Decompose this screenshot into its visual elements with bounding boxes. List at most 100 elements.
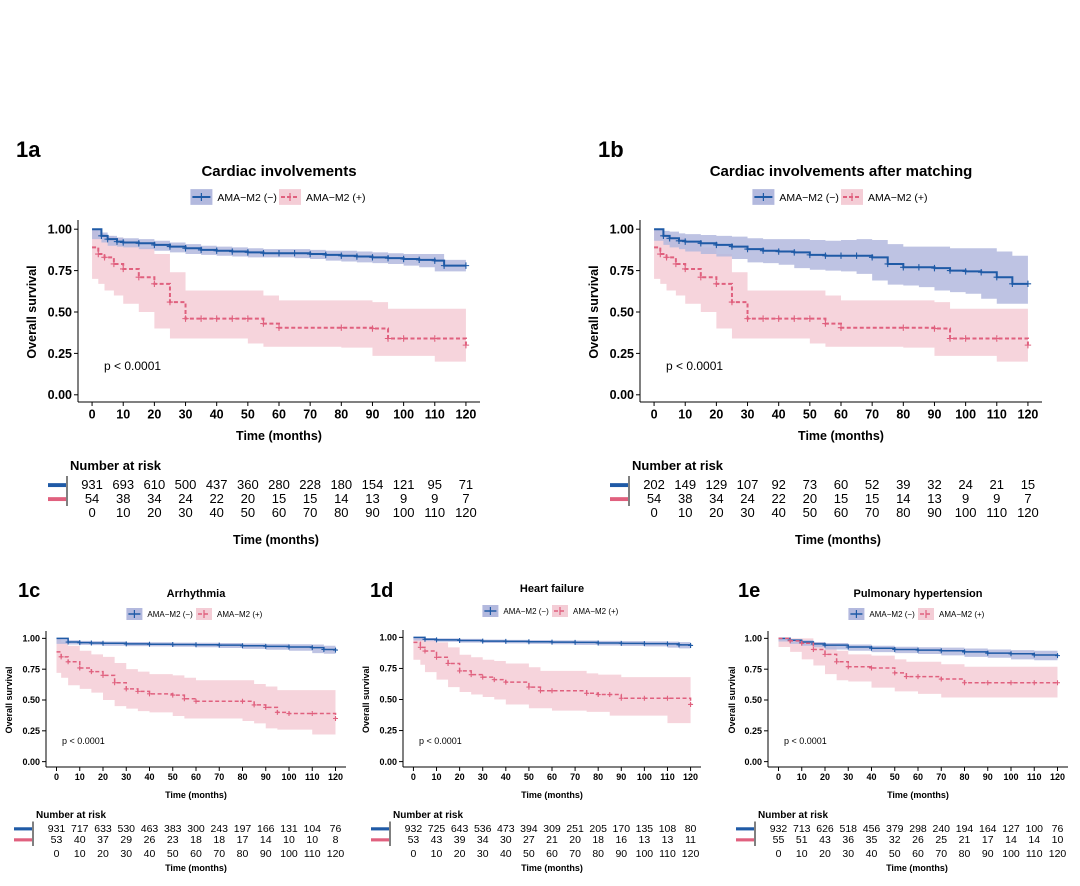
risk-x-tick-label: 120 (682, 848, 700, 860)
risk-x-tick-label: 20 (709, 505, 723, 520)
risk-value-neg: 127 (1002, 823, 1020, 835)
risk-value-neg: 530 (117, 823, 135, 835)
censor-mark-pos (274, 709, 280, 715)
risk-value-pos: 15 (865, 491, 879, 506)
censor-mark-neg (946, 267, 954, 274)
censor-mark-neg (286, 644, 292, 650)
censor-mark-pos (713, 280, 720, 288)
censor-mark-pos (166, 298, 174, 306)
y-tick-label: 0.00 (744, 757, 762, 767)
risk-x-tick-label: 100 (636, 848, 654, 860)
censor-mark-neg (229, 248, 236, 255)
censor-mark-pos (101, 254, 108, 261)
legend-label-neg: AMA−M2 (−) (779, 192, 839, 204)
censor-mark-pos (1031, 680, 1037, 686)
censor-mark-pos (672, 260, 680, 268)
censor-mark-neg (676, 642, 682, 648)
censor-mark-pos (900, 324, 907, 331)
censor-mark-pos (759, 315, 767, 322)
censor-mark-neg (457, 638, 463, 644)
risk-x-tick-label: 70 (303, 505, 317, 520)
risk-x-tick-label: 90 (615, 848, 627, 860)
censor-mark-pos (1008, 680, 1014, 686)
risk-value-neg: 39 (896, 477, 910, 492)
censor-mark-pos (480, 674, 486, 680)
censor-mark-neg (353, 253, 361, 260)
x-tick-label: 50 (803, 408, 817, 422)
risk-x-tick-label: 90 (982, 848, 994, 860)
risk-value-pos: 10 (1052, 834, 1064, 846)
x-tick-label: 120 (456, 408, 477, 422)
x-tick-label: 90 (983, 772, 993, 782)
censor-mark-neg (938, 648, 944, 654)
panel-label: 1d (370, 580, 393, 602)
risk-value-neg: 32 (927, 477, 941, 492)
x-tick-label: 10 (116, 408, 130, 422)
censor-mark-pos (791, 315, 798, 322)
risk-x-tick-label: 100 (955, 505, 977, 520)
risk-x-tick-label: 120 (1049, 848, 1067, 860)
x-tick-label: 90 (928, 408, 942, 422)
risk-value-neg: 71 (459, 477, 473, 492)
censor-mark-pos (457, 668, 463, 674)
censor-mark-pos (58, 654, 64, 660)
p-value: p < 0.0001 (419, 736, 462, 746)
y-tick-label: 0.75 (48, 264, 72, 278)
censor-mark-neg (572, 639, 578, 645)
risk-value-pos: 7 (462, 491, 469, 506)
censor-mark-pos (123, 686, 129, 692)
censor-mark-pos (434, 654, 440, 660)
risk-value-pos: 11 (685, 834, 696, 846)
censor-mark-neg (1024, 280, 1032, 288)
p-value: p < 0.0001 (104, 359, 161, 373)
risk-value-neg: 932 (405, 823, 423, 835)
risk-x-tick-label: 60 (912, 848, 924, 860)
x-tick-label: 50 (890, 772, 900, 782)
risk-value-pos: 9 (962, 491, 969, 506)
censor-mark-pos (931, 325, 938, 332)
risk-value-pos: 24 (740, 491, 754, 506)
censor-mark-neg (900, 264, 907, 271)
legend-label-neg: AMA−M2 (−) (503, 607, 549, 616)
censor-mark-neg (113, 238, 121, 245)
y-tick-label: 0.50 (22, 695, 40, 705)
x-tick-label: 80 (896, 408, 910, 422)
censor-mark-pos (584, 690, 590, 696)
censor-mark-pos (837, 324, 845, 331)
risk-value-neg: 228 (299, 477, 321, 492)
censor-mark-pos (260, 320, 267, 327)
risk-x-tick-label: 30 (120, 848, 132, 860)
legend-label-pos: AMA−M2 (+) (306, 192, 366, 204)
censor-mark-neg (434, 637, 440, 643)
y-tick-label: 1.00 (744, 634, 762, 644)
censor-mark-neg (120, 239, 127, 246)
censor-mark-pos (286, 711, 292, 717)
x-axis-label: Time (months) (165, 790, 227, 800)
risk-value-neg: 164 (979, 823, 997, 835)
risk-x-tick-label: 120 (1017, 505, 1039, 520)
risk-value-neg: 309 (543, 823, 561, 835)
risk-title: Number at risk (393, 810, 463, 821)
x-tick-label: 80 (237, 772, 247, 782)
censor-mark-pos (537, 688, 543, 694)
risk-value-pos: 18 (190, 834, 202, 846)
censor-mark-neg (240, 643, 245, 649)
censor-mark-pos (369, 325, 376, 332)
legend-label-pos: AMA−M2 (+) (939, 610, 985, 619)
censor-mark-pos (641, 695, 647, 701)
censor-mark-neg (135, 240, 143, 247)
x-tick-label: 20 (455, 772, 465, 782)
x-tick-label: 20 (147, 408, 161, 422)
censor-mark-neg (892, 646, 898, 652)
risk-x-tick-label: 80 (592, 848, 604, 860)
risk-value-neg: 24 (958, 477, 972, 492)
censor-mark-pos (65, 659, 71, 665)
censor-mark-pos (181, 696, 187, 702)
censor-mark-pos (822, 651, 828, 657)
censor-mark-pos (135, 274, 143, 281)
censor-mark-pos (491, 677, 497, 683)
y-tick-label: 0.00 (379, 757, 397, 767)
risk-value-neg: 197 (234, 823, 252, 835)
x-tick-label: 90 (261, 772, 271, 782)
